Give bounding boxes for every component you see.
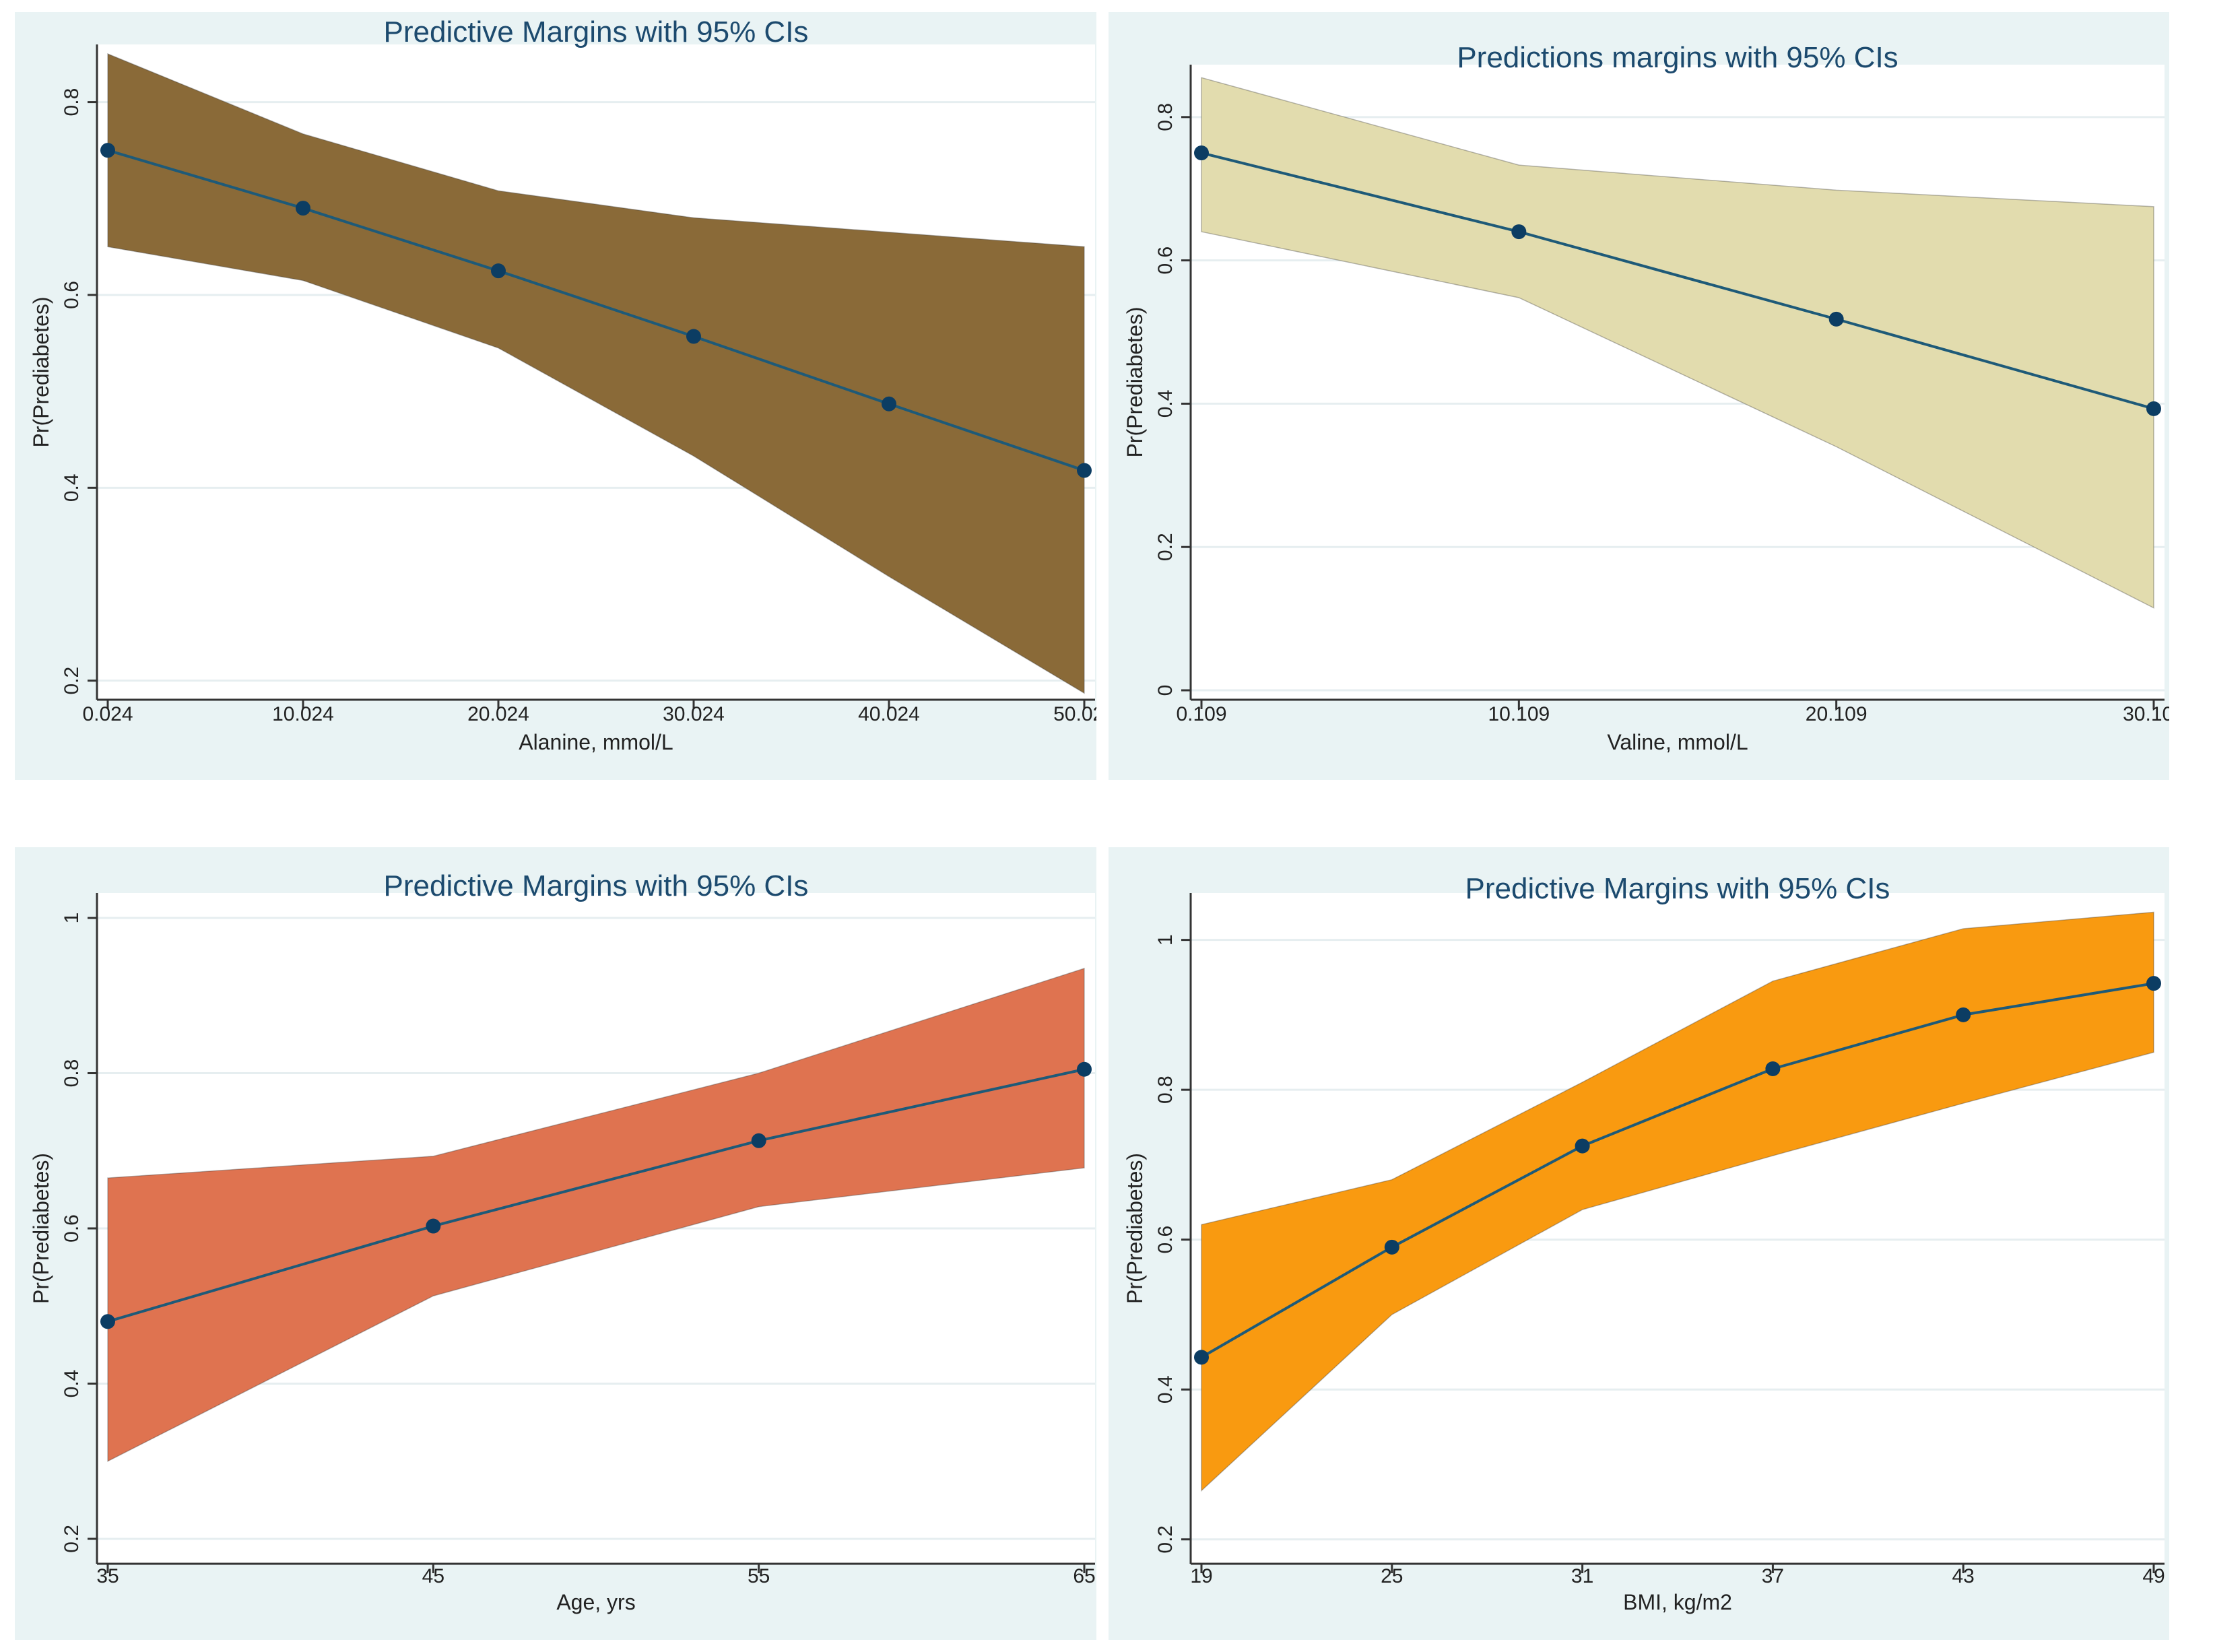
- margin-point: [2146, 976, 2161, 991]
- x-tick-label: 35: [96, 1565, 119, 1587]
- ci-band: [1201, 911, 2154, 1492]
- x-tick-label: 40.024: [858, 703, 920, 725]
- x-tick-label: 19: [1190, 1565, 1212, 1587]
- ci-band: [1201, 77, 2154, 609]
- chart-title: Predictive Margins with 95% CIs: [384, 869, 809, 902]
- x-tick-label: 10.024: [272, 703, 334, 725]
- chart-title: Predictive Margins with 95% CIs: [1465, 872, 1890, 905]
- margin-line: [1201, 152, 2154, 410]
- x-tick-label: 45: [422, 1565, 444, 1587]
- margin-point: [1575, 1138, 1590, 1154]
- margin-point: [751, 1133, 766, 1148]
- chart-panel-valine: Predictions margins with 95% CIs 0 0.2 0.4 0…: [1109, 12, 2169, 780]
- margin-point: [1765, 1061, 1781, 1077]
- margin-line: [107, 1067, 1085, 1323]
- x-tick-label: 31: [1571, 1565, 1593, 1587]
- margin-line: [1200, 982, 2154, 1359]
- x-tick-label: 20.024: [467, 703, 529, 725]
- x-tick-label: 37: [1762, 1565, 1784, 1587]
- x-tick-label: 55: [748, 1565, 770, 1587]
- y-tick-label: 1: [1154, 934, 1177, 946]
- y-tick-label: 0.6: [1154, 1226, 1177, 1254]
- chart-panel-alanine: Predictive Margins with 95% CIs 0.2 0.4 0.6…: [15, 12, 1096, 780]
- margin-point: [1828, 311, 1844, 327]
- x-tick-label: 43: [1952, 1565, 1975, 1587]
- margin-point: [1194, 145, 1209, 161]
- x-tick-label: 25: [1381, 1565, 1403, 1587]
- margin-point: [426, 1218, 441, 1234]
- margin-point: [296, 201, 310, 216]
- y-tick-label: 1: [61, 913, 83, 924]
- x-axis-label: Valine, mmol/L: [1607, 730, 1748, 754]
- y-tick-label: 0.4: [61, 473, 83, 502]
- y-tick-label: 0.2: [61, 667, 83, 695]
- x-tick-label: 49: [2142, 1565, 2165, 1587]
- chart-panel-age: Predictive Margins with 95% CIs 0.2 0.4 0.6…: [15, 847, 1096, 1640]
- chart-svg-bmi: Predictive Margins with 95% CIs 0.2 0.4 0.6…: [1123, 872, 2165, 1614]
- y-axis-label: Pr(Prediabetes): [29, 296, 53, 447]
- y-tick-label: 0.8: [1154, 103, 1177, 131]
- chart-svg-age: Predictive Margins with 95% CIs 0.2 0.4 0.6…: [29, 869, 1096, 1614]
- y-axis-label: Pr(Prediabetes): [1123, 306, 1147, 457]
- chart-svg-valine: Predictions margins with 95% CIs 0 0.2 0.4 0…: [1123, 41, 2169, 754]
- x-tick-label: 50.024: [1053, 703, 1096, 725]
- y-tick-label: 0.2: [61, 1525, 83, 1553]
- x-axis-label: Alanine, mmol/L: [519, 730, 673, 754]
- margin-point: [686, 329, 701, 344]
- ci-band: [107, 967, 1085, 1462]
- y-tick-label: 0.6: [1154, 246, 1177, 275]
- margin-point: [1956, 1007, 1971, 1022]
- chart-panel-bmi: Predictive Margins with 95% CIs 0.2 0.4 0.6…: [1109, 847, 2169, 1640]
- x-tick-label: 0.024: [82, 703, 133, 725]
- margin-point: [491, 263, 506, 279]
- margin-point: [1077, 1061, 1092, 1077]
- chart-title: Predictions margins with 95% CIs: [1457, 41, 1898, 74]
- ci-band: [107, 53, 1085, 694]
- y-tick-label: 0.4: [61, 1370, 83, 1398]
- y-tick-label: 0.2: [1154, 1525, 1177, 1554]
- y-tick-label: 0.6: [61, 1214, 83, 1243]
- y-axis-label: Pr(Prediabetes): [1123, 1153, 1147, 1304]
- y-tick-label: 0.4: [1154, 1375, 1177, 1403]
- y-tick-label: 0: [1154, 685, 1177, 696]
- margin-point: [1384, 1239, 1399, 1255]
- margin-line: [107, 149, 1085, 472]
- margin-point: [1194, 1350, 1209, 1365]
- y-axis-label: Pr(Prediabetes): [29, 1153, 53, 1304]
- x-tick-label: 30.109: [2123, 703, 2169, 725]
- y-tick-label: 0.6: [61, 281, 83, 309]
- y-tick-label: 0.4: [1154, 390, 1177, 418]
- x-axis-label: BMI, kg/m2: [1623, 1590, 1732, 1614]
- margin-point: [1511, 224, 1527, 240]
- y-tick-label: 0.8: [61, 88, 83, 117]
- margin-point: [100, 1314, 115, 1329]
- margin-point: [1077, 463, 1092, 478]
- y-tick-label: 0.2: [1154, 533, 1177, 561]
- x-tick-label: 10.109: [1488, 703, 1550, 725]
- x-tick-label: 0.109: [1176, 703, 1226, 725]
- y-tick-label: 0.8: [1154, 1076, 1177, 1104]
- x-tick-label: 30.024: [663, 703, 725, 725]
- chart-svg-alanine: Predictive Margins with 95% CIs 0.2 0.4 0.6…: [29, 15, 1096, 754]
- chart-title: Predictive Margins with 95% CIs: [384, 15, 809, 48]
- x-tick-label: 65: [1073, 1565, 1095, 1587]
- y-tick-label: 0.8: [61, 1059, 83, 1088]
- margin-point: [882, 396, 896, 411]
- margin-point: [2146, 401, 2161, 416]
- x-axis-label: Age, yrs: [556, 1590, 635, 1614]
- margin-point: [100, 143, 115, 158]
- x-tick-label: 20.109: [1806, 703, 1868, 725]
